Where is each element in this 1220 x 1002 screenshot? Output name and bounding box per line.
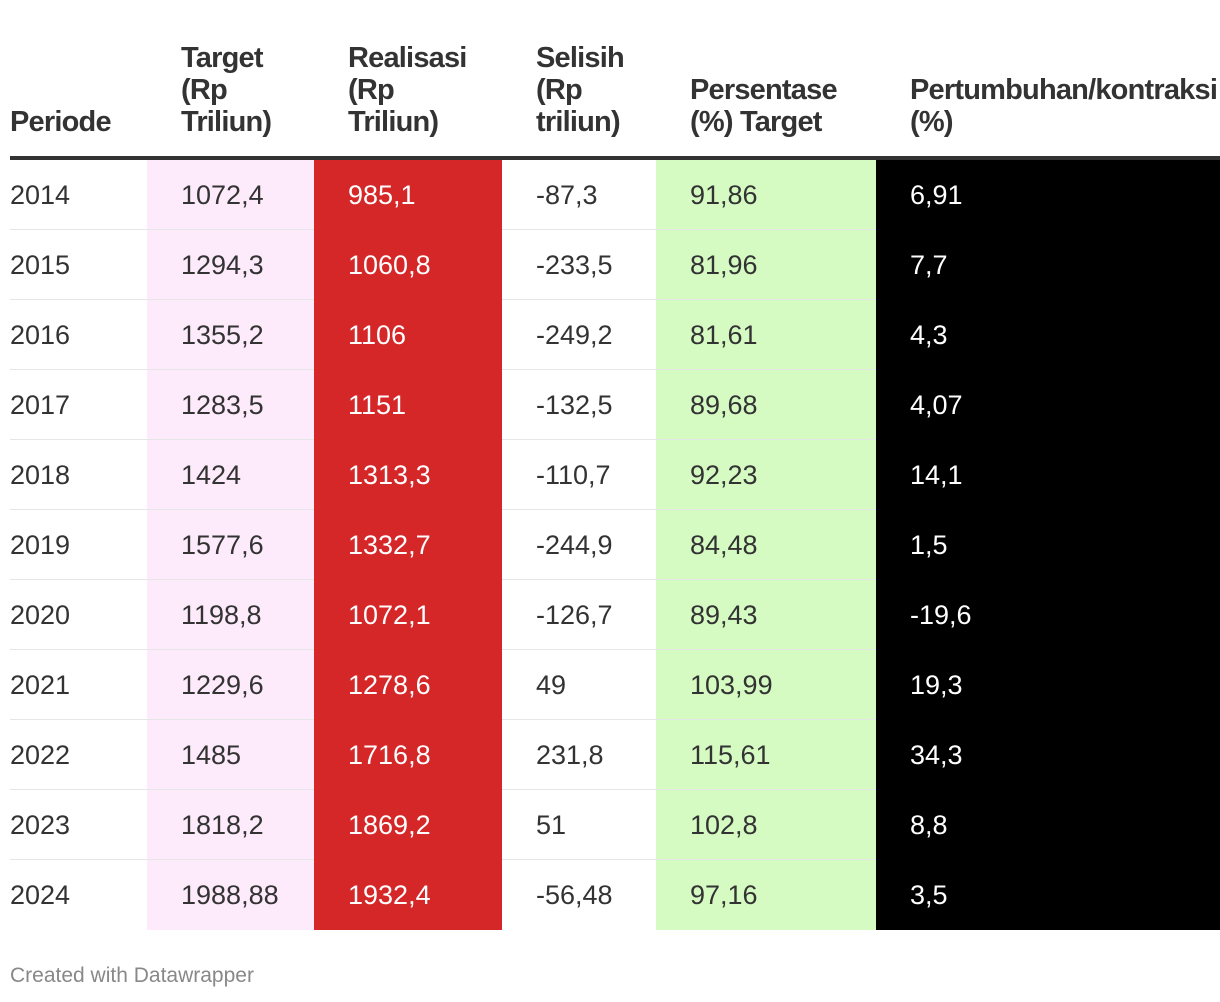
cell-periode: 2018 [10, 439, 147, 510]
cell-target: 1988,88 [147, 859, 314, 930]
table-row: 2016 1355,2 1106 -249,2 81,61 4,3 [10, 299, 1220, 370]
table-row: 2017 1283,5 1151 -132,5 89,68 4,07 [10, 369, 1220, 440]
header-selisih[interactable]: Selisih (Rp triliun) [502, 38, 656, 160]
cell-persentase: 103,99 [656, 649, 876, 720]
header-realisasi[interactable]: Realisasi (Rp Triliun) [314, 38, 502, 160]
cell-pertumbuhan: 3,5 [876, 859, 1220, 930]
cell-persentase: 91,86 [656, 158, 876, 230]
cell-target: 1229,6 [147, 649, 314, 720]
cell-realisasi: 1932,4 [314, 859, 502, 930]
table-row: 2015 1294,3 1060,8 -233,5 81,96 7,7 [10, 229, 1220, 300]
cell-periode: 2017 [10, 369, 147, 440]
cell-pertumbuhan: 4,07 [876, 369, 1220, 440]
cell-target: 1355,2 [147, 299, 314, 370]
cell-selisih: 51 [502, 789, 656, 860]
table-row: 2018 1424 1313,3 -110,7 92,23 14,1 [10, 439, 1220, 510]
cell-selisih: -244,9 [502, 509, 656, 580]
cell-realisasi: 1716,8 [314, 719, 502, 790]
cell-selisih: 231,8 [502, 719, 656, 790]
header-target[interactable]: Target (Rp Triliun) [147, 38, 314, 160]
cell-target: 1424 [147, 439, 314, 510]
datawrapper-credit: Created with Datawrapper [10, 964, 254, 987]
cell-periode: 2022 [10, 719, 147, 790]
cell-persentase: 81,61 [656, 299, 876, 370]
cell-target: 1294,3 [147, 229, 314, 300]
cell-selisih: -126,7 [502, 579, 656, 650]
cell-realisasi: 1072,1 [314, 579, 502, 650]
header-pertumbuhan[interactable]: Pertumbuhan/kontraksi (%) [876, 38, 1220, 160]
cell-pertumbuhan: 4,3 [876, 299, 1220, 370]
table-row: 2019 1577,6 1332,7 -244,9 84,48 1,5 [10, 509, 1220, 580]
table-row: 2024 1988,88 1932,4 -56,48 97,16 3,5 [10, 859, 1220, 930]
table-row: 2020 1198,8 1072,1 -126,7 89,43 -19,6 [10, 579, 1220, 650]
cell-selisih: -233,5 [502, 229, 656, 300]
cell-target: 1577,6 [147, 509, 314, 580]
cell-persentase: 81,96 [656, 229, 876, 300]
cell-periode: 2023 [10, 789, 147, 860]
cell-pertumbuhan: 8,8 [876, 789, 1220, 860]
header-periode[interactable]: Periode [10, 38, 147, 160]
cell-realisasi: 1332,7 [314, 509, 502, 580]
cell-pertumbuhan: 34,3 [876, 719, 1220, 790]
cell-realisasi: 1106 [314, 299, 502, 370]
cell-periode: 2021 [10, 649, 147, 720]
cell-realisasi: 1313,3 [314, 439, 502, 510]
cell-pertumbuhan: -19,6 [876, 579, 1220, 650]
cell-target: 1485 [147, 719, 314, 790]
cell-pertumbuhan: 1,5 [876, 509, 1220, 580]
cell-selisih: -56,48 [536, 880, 613, 910]
cell-selisih: 49 [502, 649, 656, 720]
cell-periode: 2014 [10, 158, 147, 230]
cell-persentase: 84,48 [656, 509, 876, 580]
cell-pertumbuhan: 7,7 [876, 229, 1220, 300]
cell-periode: 2016 [10, 299, 147, 370]
cell-selisih: -132,5 [502, 369, 656, 440]
cell-realisasi: 1060,8 [314, 229, 502, 300]
cell-periode: 2020 [10, 579, 147, 650]
table-header-row: Periode Target (Rp Triliun) Realisasi (Rp Tr… [10, 38, 1220, 160]
cell-selisih: -110,7 [502, 439, 656, 510]
cell-target: 1818,2 [147, 789, 314, 860]
cell-realisasi: 1869,2 [314, 789, 502, 860]
cell-persentase: 89,43 [656, 579, 876, 650]
table-body: 2014 1072,4 985,1 -87,3 91,86 6,91 2015 1294,3 1… [10, 158, 1220, 930]
table-row: 2022 1485 1716,8 231,8 115,61 34,3 [10, 719, 1220, 790]
data-table-container: Periode Target (Rp Triliun) Realisasi (Rp Tr… [10, 38, 1220, 930]
cell-persentase: 97,16 [656, 859, 876, 930]
cell-periode: 2015 [10, 229, 147, 300]
header-persentase[interactable]: Persentase (%) Target [656, 38, 876, 160]
cell-pertumbuhan: 14,1 [876, 439, 1220, 510]
data-table: Periode Target (Rp Triliun) Realisasi (Rp Tr… [10, 38, 1220, 930]
cell-selisih: -249,2 [502, 299, 656, 370]
cell-realisasi: 1151 [314, 369, 502, 440]
cell-persentase: 115,61 [656, 719, 876, 790]
table-row: 2014 1072,4 985,1 -87,3 91,86 6,91 [10, 158, 1220, 230]
cell-realisasi: 1278,6 [314, 649, 502, 720]
cell-persentase: 102,8 [656, 789, 876, 860]
table-row: 2021 1229,6 1278,6 49 103,99 19,3 [10, 649, 1220, 720]
cell-persentase: 89,68 [656, 369, 876, 440]
cell-target: 1283,5 [147, 369, 314, 440]
cell-pertumbuhan: 19,3 [876, 649, 1220, 720]
cell-pertumbuhan: 6,91 [876, 158, 1220, 230]
cell-persentase: 92,23 [656, 439, 876, 510]
cell-periode: 2024 [10, 880, 71, 910]
table-row: 2023 1818,2 1869,2 51 102,8 8,8 [10, 789, 1220, 860]
cell-target: 1072,4 [147, 158, 314, 230]
cell-realisasi: 985,1 [314, 158, 502, 230]
cell-selisih: -87,3 [502, 158, 656, 230]
cell-periode: 2019 [10, 509, 147, 580]
cell-target: 1198,8 [147, 579, 314, 650]
